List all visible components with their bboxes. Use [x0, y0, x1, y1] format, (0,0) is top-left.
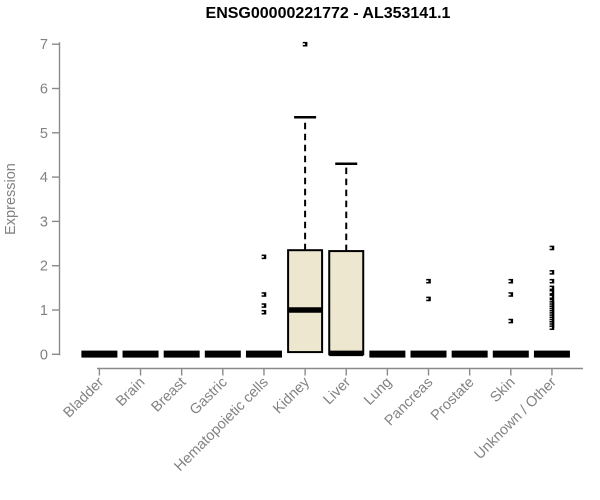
y-tick-label-1: 1: [40, 303, 48, 319]
outlier-point: [549, 325, 555, 331]
collapsed-box: [410, 350, 447, 358]
x-tick-label-bladder: Bladder: [61, 374, 108, 421]
boxplot-kidney: [287, 41, 324, 354]
outlier-point: [261, 303, 267, 308]
x-tick-label-lung: Lung: [361, 375, 395, 409]
outlier-point-notch: [549, 247, 552, 249]
outlier-point: [549, 285, 555, 291]
boxplot-hematopoietic-cells: [245, 254, 282, 358]
y-axis: 0 1 2 3 4 5 6 7: [40, 37, 61, 363]
boxplot-lung: [369, 350, 406, 358]
collapsed-box: [533, 350, 570, 358]
outlier-point: [261, 309, 267, 315]
outlier-point-notch: [302, 43, 305, 45]
y-axis-title: Expression: [3, 163, 19, 235]
outlier-point-notch: [549, 295, 552, 298]
collapsed-box: [492, 350, 529, 358]
outlier-point-notch: [508, 293, 511, 296]
collapsed-box: [81, 350, 118, 358]
boxplot-bladder: [81, 350, 118, 358]
outlier-point: [426, 278, 431, 284]
y-tick-label-5: 5: [40, 126, 48, 142]
boxplot-prostate: [451, 350, 488, 358]
boxplot-pancreas: [410, 278, 447, 358]
y-tick-label-0: 0: [40, 347, 48, 363]
outlier-point: [261, 254, 267, 260]
outlier-point-notch: [508, 320, 511, 322]
boxplot-skin: [492, 278, 529, 358]
outlier-point-notch: [549, 326, 552, 329]
collapsed-box: [122, 350, 159, 358]
outlier-point: [508, 278, 514, 284]
outlier-point-notch: [549, 291, 552, 294]
x-tick-label-liver: Liver: [321, 374, 355, 408]
outlier-point: [549, 294, 555, 300]
collapsed-box: [163, 350, 200, 358]
collapsed-box: [204, 350, 241, 358]
iqr-box: [328, 250, 365, 356]
outlier-point-notch: [426, 298, 429, 300]
outlier-point: [508, 318, 514, 324]
x-tick-label-skin: Skin: [487, 375, 518, 406]
x-tick-label-kidney: Kidney: [270, 374, 313, 417]
y-tick-label-6: 6: [40, 82, 48, 98]
outlier-point-notch: [426, 280, 429, 283]
outlier-point: [549, 245, 555, 251]
outlier-point-notch: [549, 287, 552, 289]
y-tick-label-7: 7: [40, 37, 48, 53]
outlier-point-notch: [261, 256, 264, 258]
outlier-point-notch: [508, 280, 511, 283]
x-tick-label-brain: Brain: [113, 375, 148, 410]
boxplot-breast: [163, 350, 200, 358]
outlier-point: [508, 292, 514, 297]
boxplot-liver: [328, 162, 365, 357]
y-tick-label-3: 3: [40, 214, 48, 230]
collapsed-box: [369, 350, 406, 358]
collapsed-box: [451, 350, 488, 358]
y-tick-label-2: 2: [40, 259, 48, 275]
outlier-point: [426, 296, 431, 302]
chart-title: ENSG00000221772 - AL353141.1: [205, 5, 451, 22]
boxplot-unknown-other: [533, 245, 570, 358]
outlier-point: [261, 292, 267, 297]
boxplot-brain: [122, 350, 159, 358]
x-tick-label-breast: Breast: [149, 375, 190, 416]
y-tick-label-4: 4: [40, 170, 48, 186]
outlier-point: [302, 41, 308, 47]
iqr-box: [287, 249, 324, 354]
outlier-point-notch: [549, 280, 552, 283]
x-tick-label-prostate: Prostate: [428, 375, 477, 424]
outlier-point: [549, 278, 555, 284]
collapsed-box: [245, 350, 282, 358]
outlier-point-notch: [261, 304, 264, 307]
outlier-point-notch: [261, 311, 264, 314]
outlier-point: [549, 270, 555, 275]
outlier-point-notch: [549, 271, 552, 274]
outlier-point: [549, 289, 555, 295]
boxplot-gastric: [204, 350, 241, 358]
outlier-point-notch: [261, 293, 264, 296]
